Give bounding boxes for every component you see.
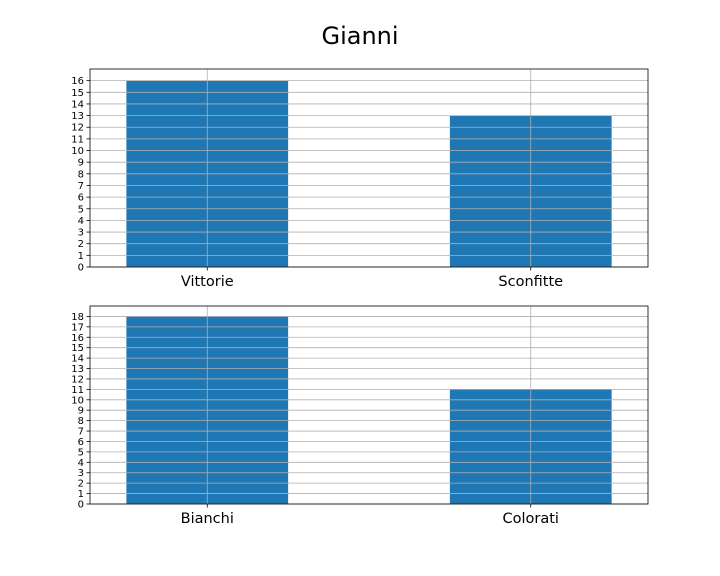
ytick-label: 11 [71, 134, 84, 145]
ytick-label: 10 [71, 395, 84, 406]
ytick-label: 13 [71, 111, 84, 122]
ytick-label: 4 [78, 458, 84, 469]
ytick-label: 6 [78, 193, 84, 204]
ytick-label: 3 [78, 228, 84, 239]
ytick-label: 9 [78, 158, 84, 169]
ytick-label: 16 [71, 333, 84, 344]
ytick-label: 12 [71, 123, 84, 134]
category-label-sconfitte: Sconfitte [498, 274, 563, 290]
axes-frame [89, 68, 649, 268]
ytick-label: 8 [78, 416, 84, 427]
ytick-label: 0 [78, 263, 84, 274]
ytick-label: 2 [78, 479, 84, 490]
ytick-label: 7 [78, 181, 84, 192]
ytick-label: 14 [71, 354, 84, 365]
ytick-label: 2 [78, 239, 84, 250]
category-label-vittorie: Vittorie [181, 274, 234, 290]
ytick-label: 18 [71, 312, 84, 323]
figure-title: Gianni [321, 22, 399, 50]
ytick-label: 5 [78, 204, 84, 215]
ytick-label: 5 [78, 447, 84, 458]
ytick-label: 1 [78, 489, 84, 500]
category-label-colorati: Colorati [503, 511, 559, 527]
ytick-label: 1 [78, 251, 84, 262]
ytick-label: 8 [78, 169, 84, 180]
ytick-label: 12 [71, 374, 84, 385]
ytick-label: 3 [78, 468, 84, 479]
ytick-label: 15 [71, 88, 84, 99]
category-label-bianchi: Bianchi [181, 511, 234, 527]
ytick-label: 13 [71, 364, 84, 375]
ytick-label: 4 [78, 216, 84, 227]
ytick-label: 6 [78, 437, 84, 448]
ytick-label: 14 [71, 99, 84, 110]
ytick-label: 16 [71, 76, 84, 87]
ytick-label: 15 [71, 343, 84, 354]
ytick-label: 7 [78, 427, 84, 438]
ytick-label: 0 [78, 500, 84, 511]
axes-frame [89, 305, 649, 505]
ytick-label: 10 [71, 146, 84, 157]
ytick-label: 11 [71, 385, 84, 396]
ytick-label: 9 [78, 406, 84, 417]
ytick-label: 17 [71, 322, 84, 333]
